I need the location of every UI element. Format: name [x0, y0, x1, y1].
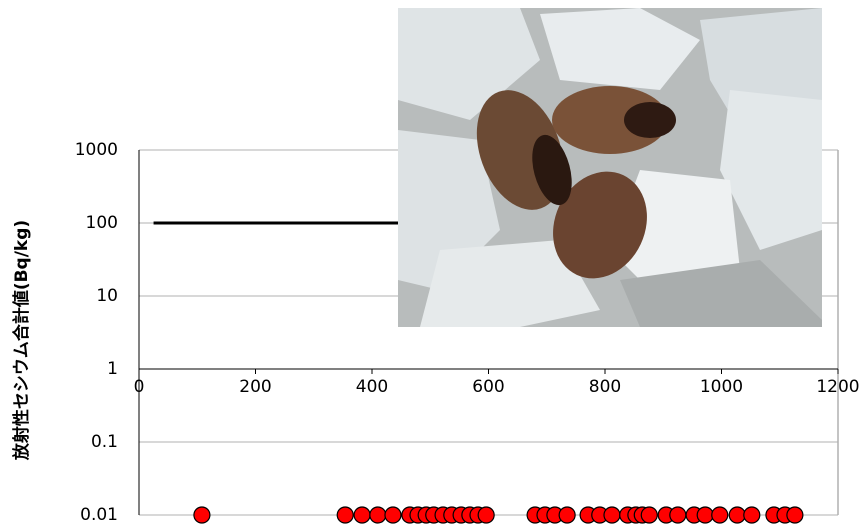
y-tick-label: 10: [96, 286, 118, 306]
y-tick-label: 0.01: [80, 505, 118, 525]
data-point: [384, 506, 402, 524]
data-point: [786, 506, 804, 524]
data-point: [353, 506, 371, 524]
x-tick-label: 600: [472, 377, 504, 397]
plot-area: 1000 100 10 1 0.1 0.01 0 200 400 600 800 1000 1200: [75, 140, 860, 525]
data-point: [558, 506, 576, 524]
y-axis-label: 放射性セシウム合計値(Bq/kg): [11, 220, 32, 461]
x-tick-label: 1200: [816, 377, 859, 397]
y-tick-label: 0.1: [91, 432, 118, 452]
data-point: [728, 506, 746, 524]
data-point: [640, 506, 658, 524]
photo: [398, 8, 822, 327]
x-tick-label: 1000: [700, 377, 743, 397]
y-tick-label: 1000: [75, 140, 118, 160]
data-point: [369, 506, 387, 524]
y-tick-label: 1: [107, 359, 118, 379]
x-tick-label: 0: [134, 377, 145, 397]
data-point: [193, 506, 211, 524]
data-point: [696, 506, 714, 524]
data-point: [336, 506, 354, 524]
x-tick-label: 800: [589, 377, 621, 397]
x-tick-label: 200: [239, 377, 271, 397]
data-point: [711, 506, 729, 524]
y-tick-label: 100: [86, 213, 118, 233]
data-point: [603, 506, 621, 524]
x-tick-label: 400: [356, 377, 388, 397]
data-point: [743, 506, 761, 524]
data-point: [669, 506, 687, 524]
data-point: [477, 506, 495, 524]
